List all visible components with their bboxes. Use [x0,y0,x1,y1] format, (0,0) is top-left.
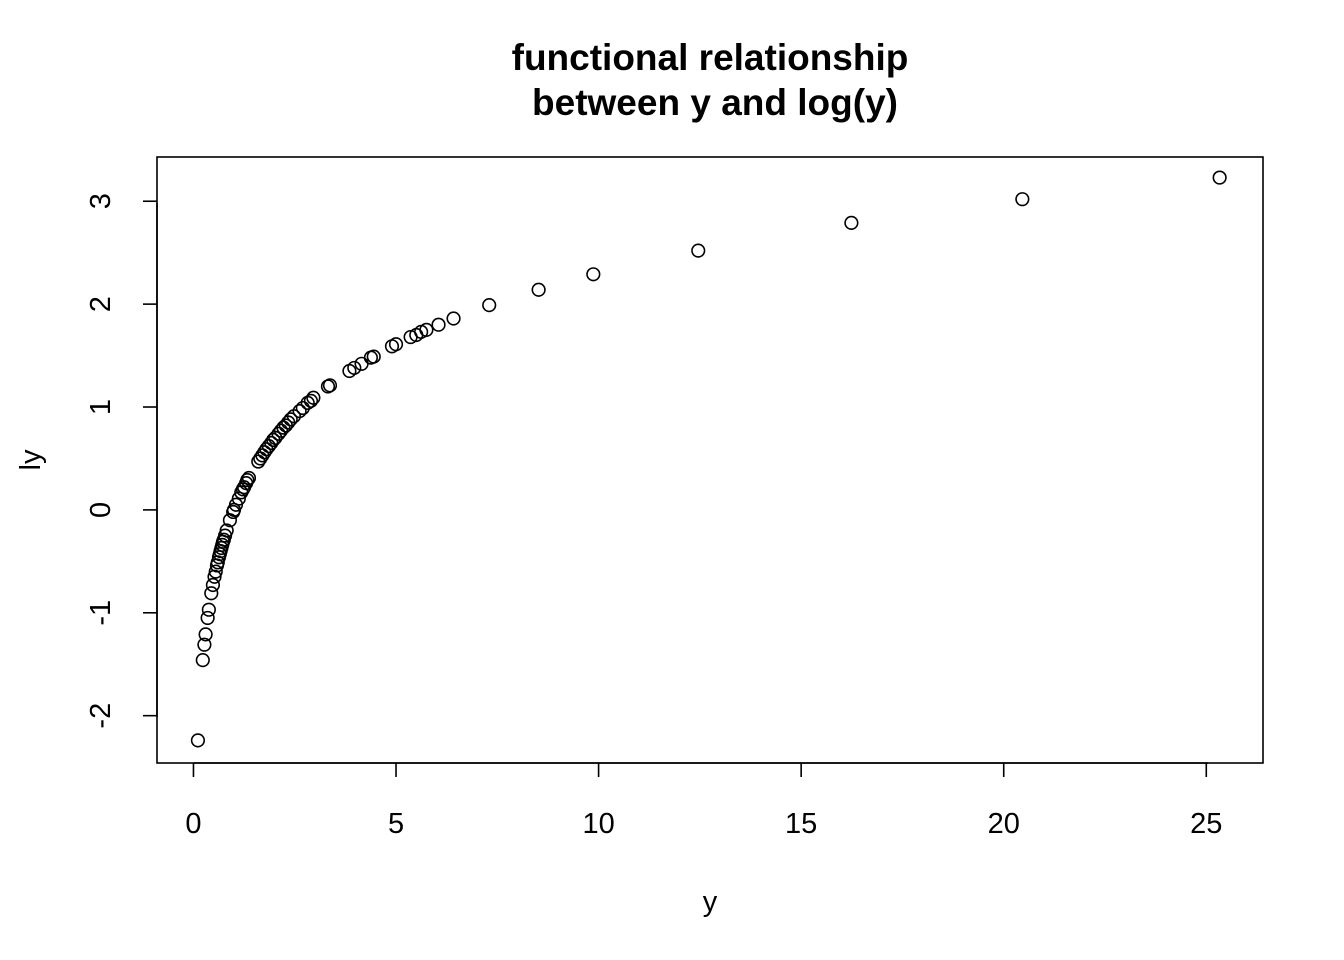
data-point [347,360,362,376]
y-tick-label: 1 [85,399,117,415]
data-point [219,523,234,538]
x-tick-label: 0 [185,808,201,840]
data-point [273,423,289,438]
x-axis-label: y [703,886,718,918]
chart-title-line-2: between y and log(y) [532,82,898,123]
data-point [283,412,298,427]
data-point [586,267,601,282]
data-point [240,472,255,488]
y-tick-label: -1 [85,600,117,626]
x-tick-label: 20 [988,808,1020,840]
y-tick-label: 2 [85,296,117,312]
x-tick-label: 10 [582,808,614,840]
data-point [231,491,246,506]
data-point [531,282,546,297]
x-axis-ticks: 0 5 10 15 20 25 [185,763,1222,840]
data-point [354,356,369,371]
data-point [366,349,381,364]
data-point [204,586,219,601]
chart-title-line-1: functional relationship [512,37,909,78]
x-tick-label: 15 [785,808,817,840]
data-point [303,393,319,408]
y-tick-label: -2 [85,703,117,729]
data-point [306,390,321,405]
data-point [295,400,310,416]
data-point [205,577,221,593]
data-point [195,653,210,668]
data-point [1015,192,1030,207]
y-tick-label: 0 [85,502,117,518]
plot-area-frame [156,156,1264,764]
data-point [431,317,446,332]
y-tick-label: 3 [85,193,117,209]
x-tick-label: 25 [1190,808,1222,840]
data-point [388,337,404,352]
data-point [844,215,859,230]
data-point [446,311,461,326]
data-point [201,602,216,617]
data-point [200,610,215,626]
data-point [691,243,706,258]
y-axis-label: ly [15,449,47,470]
data-points [190,170,1227,748]
data-point [419,322,434,337]
data-point [1212,170,1227,185]
data-point [198,627,213,642]
data-point [197,637,212,652]
y-axis-ticks: -2 -1 0 1 2 3 [85,193,157,729]
data-point [292,404,307,419]
x-tick-label: 5 [388,808,404,840]
data-point [208,564,223,579]
data-point [241,470,257,486]
data-point [482,298,497,313]
data-point [190,733,206,748]
data-point [322,378,338,393]
data-point [276,420,291,435]
